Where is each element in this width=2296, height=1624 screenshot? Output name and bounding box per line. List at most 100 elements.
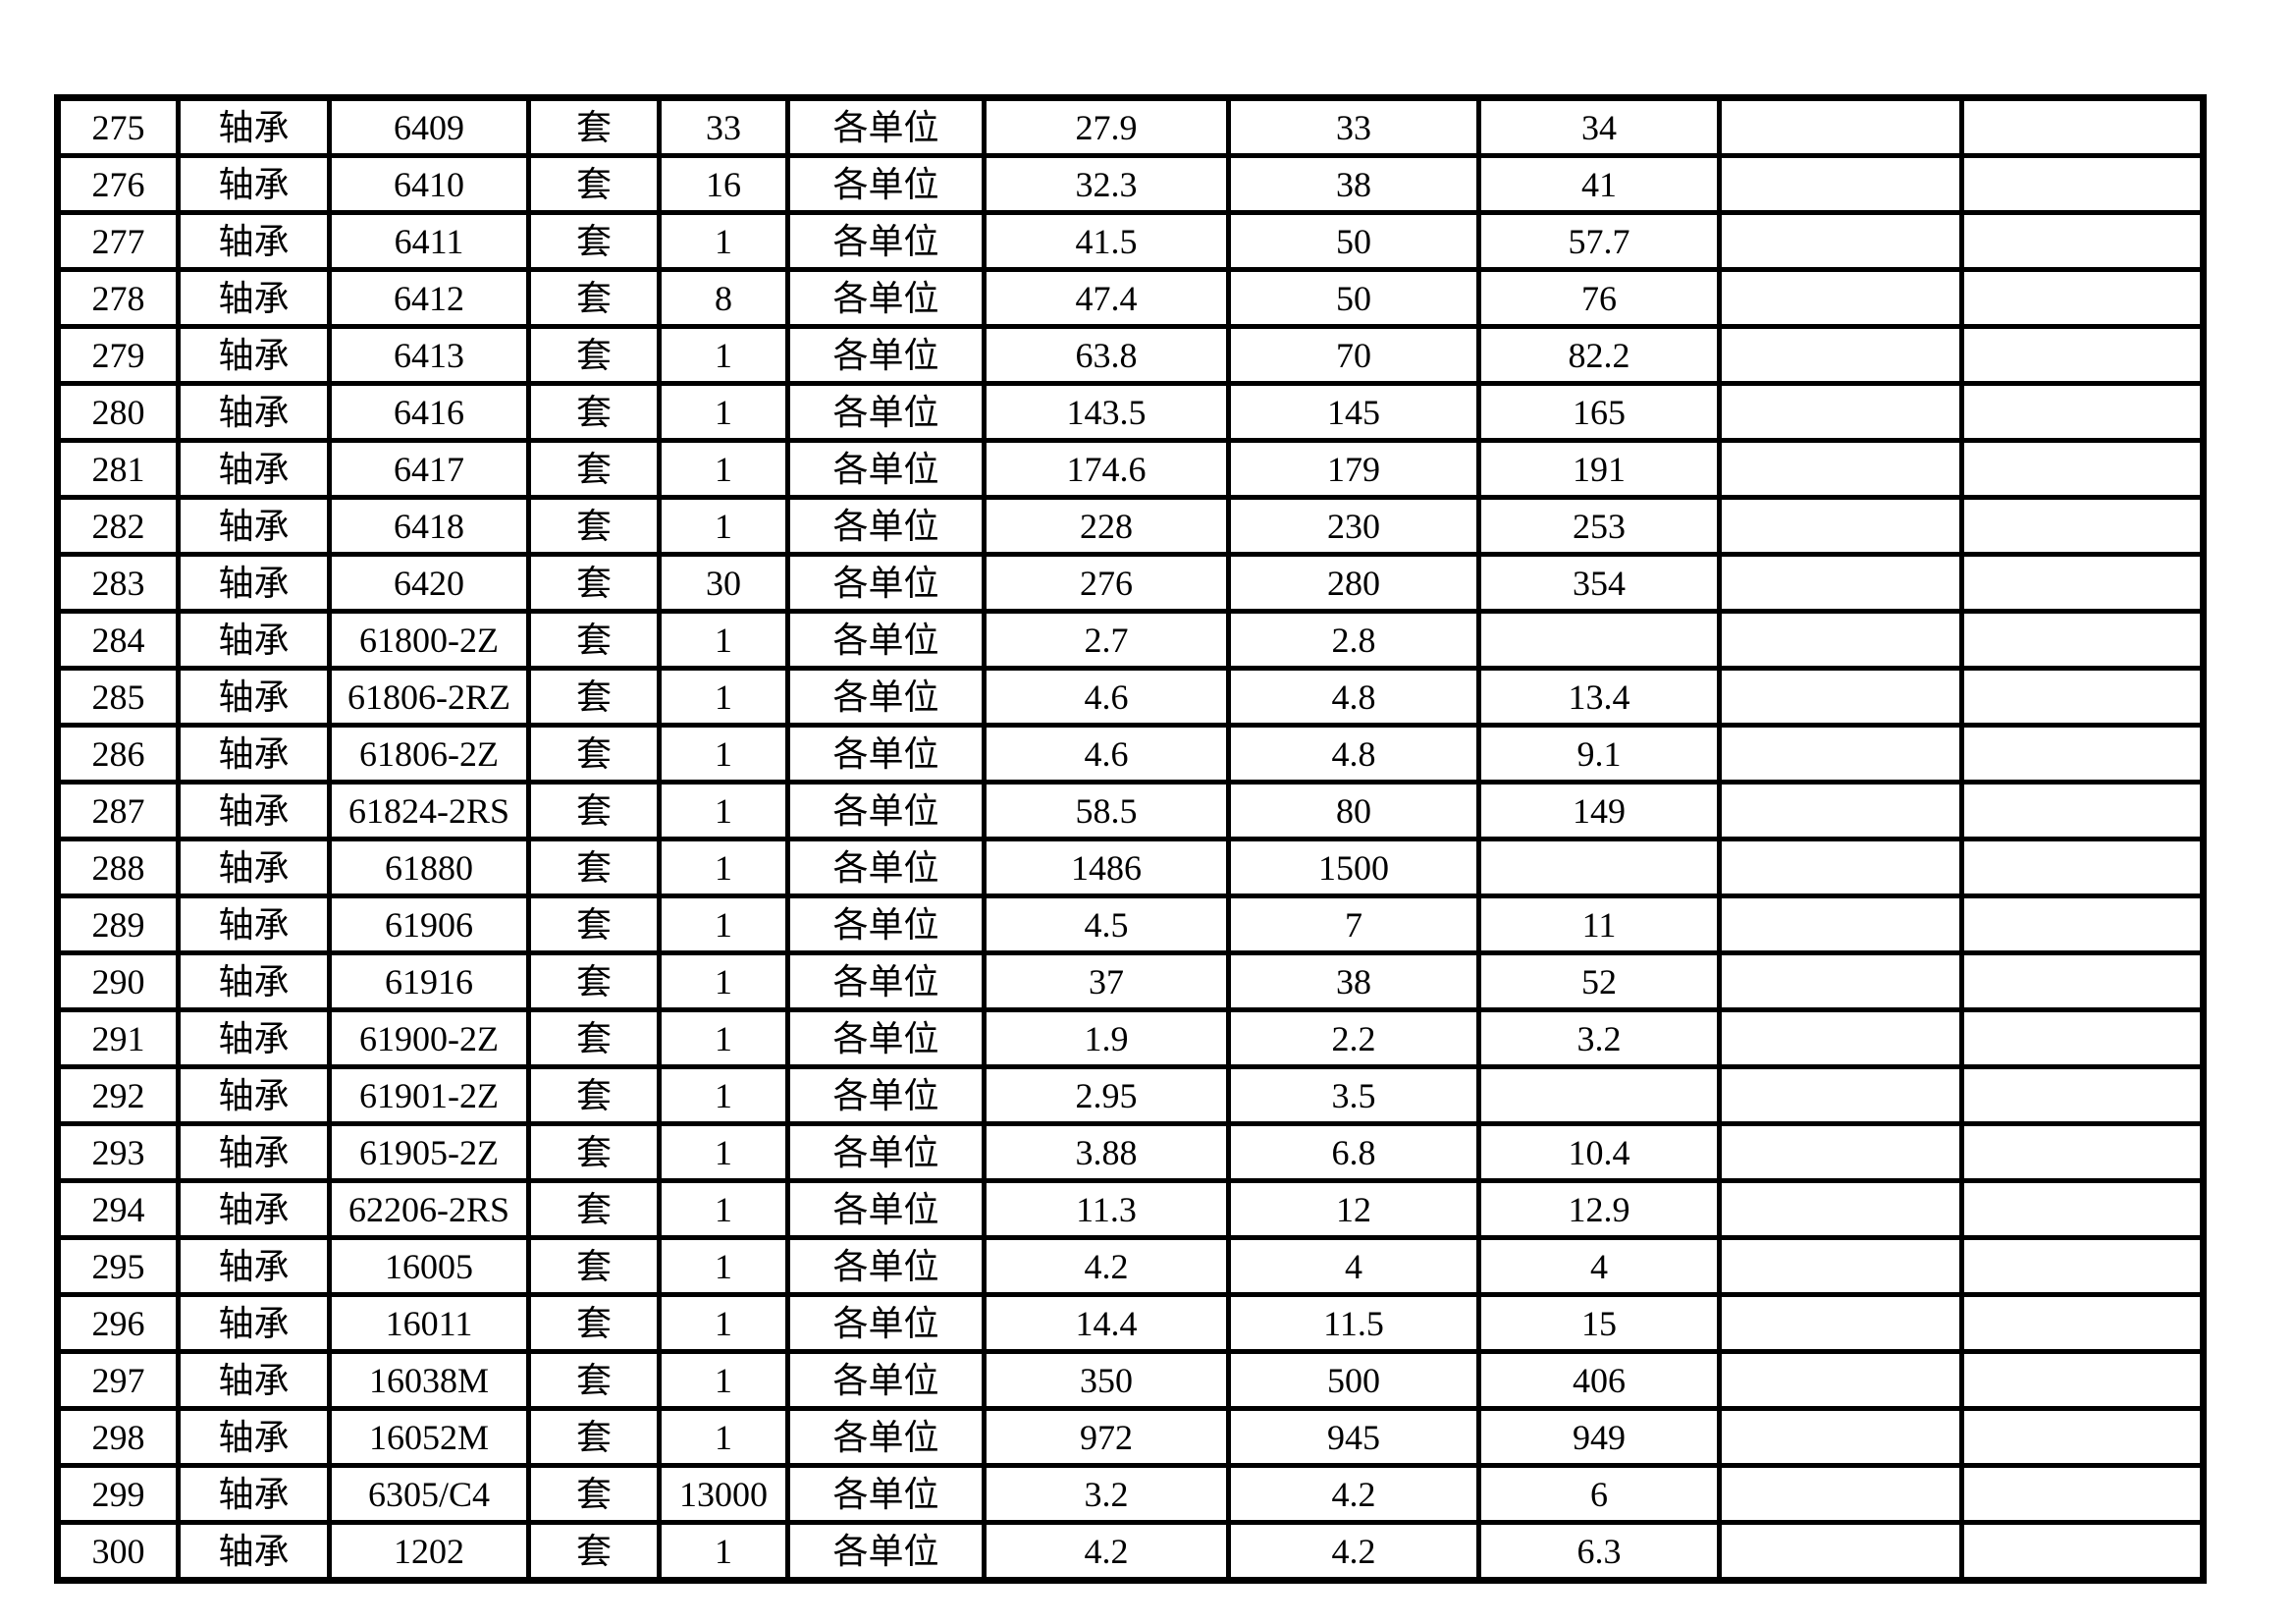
cell-unit: 套 — [526, 1235, 662, 1297]
cell-quantity: 1 — [657, 723, 790, 785]
cell-row_no: 287 — [55, 780, 181, 841]
cell-item_name: 轴承 — [176, 552, 332, 614]
cell-price_1: 228 — [982, 495, 1231, 557]
cell-quantity: 16 — [657, 153, 790, 215]
cell-price_2: 50 — [1226, 267, 1481, 329]
cell-user_scope: 各单位 — [785, 1292, 987, 1354]
cell-item_name: 轴承 — [176, 1178, 332, 1240]
cell-item_name: 轴承 — [176, 1235, 332, 1297]
cell-unit: 套 — [526, 1121, 662, 1183]
cell-price_1: 4.6 — [982, 666, 1231, 728]
table-row: 295 轴承 16005 套 1 各单位 4.2 4 4 — [55, 1235, 2206, 1297]
cell-item_name: 轴承 — [176, 324, 332, 386]
cell-price_1: 2.95 — [982, 1064, 1231, 1126]
cell-blank_2 — [1959, 666, 2206, 728]
cell-quantity: 1 — [657, 1235, 790, 1297]
cell-blank_1 — [1717, 1406, 1964, 1468]
cell-item_name: 轴承 — [176, 893, 332, 955]
cell-price_3: 34 — [1476, 95, 1722, 158]
cell-price_1: 2.7 — [982, 609, 1231, 671]
cell-unit: 套 — [526, 438, 662, 500]
cell-user_scope: 各单位 — [785, 1064, 987, 1126]
cell-unit: 套 — [526, 1064, 662, 1126]
cell-item_name: 轴承 — [176, 780, 332, 841]
cell-quantity: 1 — [657, 495, 790, 557]
cell-user_scope: 各单位 — [785, 381, 987, 443]
cell-unit: 套 — [526, 1178, 662, 1240]
cell-price_1: 58.5 — [982, 780, 1231, 841]
cell-user_scope: 各单位 — [785, 495, 987, 557]
cell-user_scope: 各单位 — [785, 666, 987, 728]
cell-user_scope: 各单位 — [785, 438, 987, 500]
cell-item_name: 轴承 — [176, 837, 332, 898]
cell-blank_2 — [1959, 324, 2206, 386]
cell-model: 6420 — [327, 552, 531, 614]
cell-blank_1 — [1717, 1349, 1964, 1411]
cell-user_scope: 各单位 — [785, 267, 987, 329]
cell-price_3: 12.9 — [1476, 1178, 1722, 1240]
cell-row_no: 281 — [55, 438, 181, 500]
cell-model: 61905-2Z — [327, 1121, 531, 1183]
cell-model: 61900-2Z — [327, 1007, 531, 1069]
cell-row_no: 290 — [55, 950, 181, 1012]
cell-quantity: 1 — [657, 381, 790, 443]
cell-price_3: 149 — [1476, 780, 1722, 841]
cell-blank_1 — [1717, 780, 1964, 841]
table-row: 280 轴承 6416 套 1 各单位 143.5 145 165 — [55, 381, 2206, 443]
cell-unit: 套 — [526, 1349, 662, 1411]
cell-row_no: 297 — [55, 1349, 181, 1411]
cell-model: 61906 — [327, 893, 531, 955]
cell-row_no: 296 — [55, 1292, 181, 1354]
cell-price_3: 354 — [1476, 552, 1722, 614]
cell-unit: 套 — [526, 1406, 662, 1468]
cell-price_1: 27.9 — [982, 95, 1231, 158]
cell-row_no: 288 — [55, 837, 181, 898]
table-row: 287 轴承 61824-2RS 套 1 各单位 58.5 80 149 — [55, 780, 2206, 841]
cell-price_3: 191 — [1476, 438, 1722, 500]
cell-blank_1 — [1717, 1121, 1964, 1183]
cell-unit: 套 — [526, 1007, 662, 1069]
cell-blank_2 — [1959, 95, 2206, 158]
cell-blank_2 — [1959, 210, 2206, 272]
cell-row_no: 293 — [55, 1121, 181, 1183]
cell-blank_1 — [1717, 324, 1964, 386]
cell-price_2: 11.5 — [1226, 1292, 1481, 1354]
cell-model: 6412 — [327, 267, 531, 329]
parts-price-table: 275 轴承 6409 套 33 各单位 27.9 33 34 276 轴承 6410 套 16 各单位 32… — [54, 94, 2207, 1584]
cell-price_3: 57.7 — [1476, 210, 1722, 272]
cell-blank_1 — [1717, 723, 1964, 785]
cell-model: 16052M — [327, 1406, 531, 1468]
cell-blank_2 — [1959, 1178, 2206, 1240]
cell-user_scope: 各单位 — [785, 780, 987, 841]
cell-blank_1 — [1717, 210, 1964, 272]
cell-model: 6417 — [327, 438, 531, 500]
cell-item_name: 轴承 — [176, 1463, 332, 1525]
cell-price_1: 143.5 — [982, 381, 1231, 443]
cell-quantity: 1 — [657, 1520, 790, 1583]
table-row: 294 轴承 62206-2RS 套 1 各单位 11.3 12 12.9 — [55, 1178, 2206, 1240]
cell-price_2: 50 — [1226, 210, 1481, 272]
table-row: 283 轴承 6420 套 30 各单位 276 280 354 — [55, 552, 2206, 614]
cell-row_no: 298 — [55, 1406, 181, 1468]
cell-user_scope: 各单位 — [785, 1178, 987, 1240]
cell-unit: 套 — [526, 552, 662, 614]
cell-blank_1 — [1717, 267, 1964, 329]
cell-model: 16011 — [327, 1292, 531, 1354]
cell-blank_1 — [1717, 495, 1964, 557]
cell-unit: 套 — [526, 381, 662, 443]
cell-price_2: 2.2 — [1226, 1007, 1481, 1069]
cell-blank_2 — [1959, 950, 2206, 1012]
cell-price_3: 82.2 — [1476, 324, 1722, 386]
cell-item_name: 轴承 — [176, 1292, 332, 1354]
table-row: 277 轴承 6411 套 1 各单位 41.5 50 57.7 — [55, 210, 2206, 272]
cell-item_name: 轴承 — [176, 666, 332, 728]
cell-quantity: 1 — [657, 324, 790, 386]
cell-blank_1 — [1717, 1520, 1964, 1583]
cell-quantity: 8 — [657, 267, 790, 329]
cell-model: 6413 — [327, 324, 531, 386]
cell-quantity: 1 — [657, 780, 790, 841]
cell-price_3: 52 — [1476, 950, 1722, 1012]
cell-price_2: 33 — [1226, 95, 1481, 158]
cell-unit: 套 — [526, 950, 662, 1012]
